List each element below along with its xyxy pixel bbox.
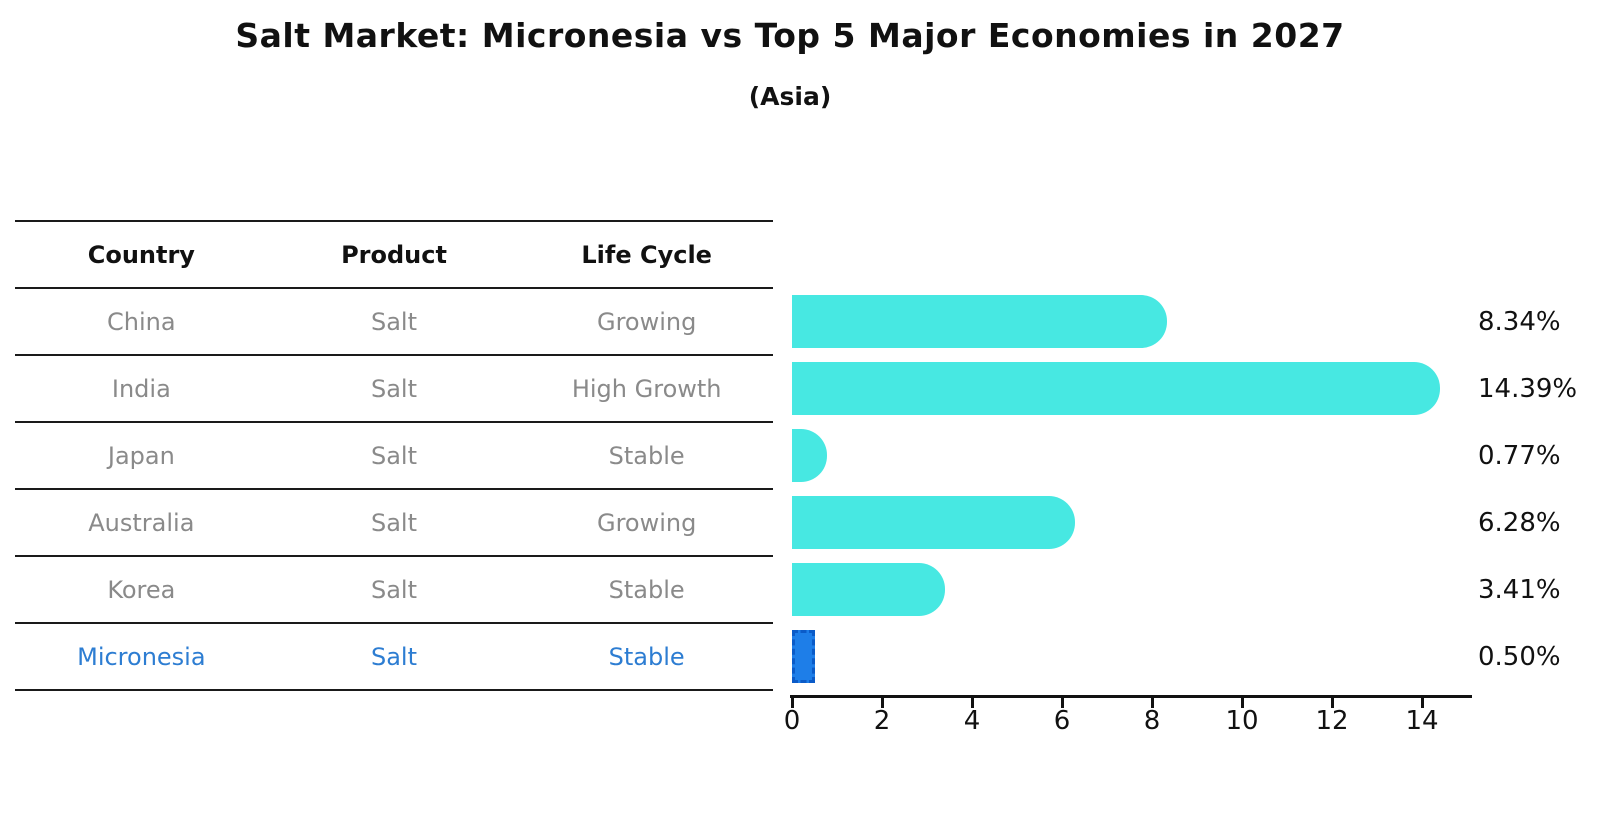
bar-value-label: 0.77% — [1478, 440, 1561, 471]
table-rule — [15, 555, 773, 557]
bar-segment — [792, 563, 946, 616]
bar-value-label: 0.50% — [1478, 641, 1561, 672]
x-axis-tick-label: 4 — [963, 706, 981, 736]
table-cell-country: Japan — [107, 441, 175, 470]
table-cell-life-cycle: High Growth — [571, 374, 722, 403]
table-row: Micronesia Salt Stable — [15, 623, 773, 690]
x-axis-tick-label: 0 — [783, 706, 801, 736]
table-row: Korea Salt Stable — [15, 556, 773, 623]
bar-value-label: 6.28% — [1478, 507, 1561, 538]
table-cell-life-cycle: Stable — [608, 642, 685, 671]
x-axis-line — [790, 695, 1472, 698]
table-cell-life-cycle: Stable — [608, 441, 685, 470]
table-header-cell: Country — [87, 240, 195, 269]
x-axis-tick-label: 6 — [1053, 706, 1071, 736]
bar-segment — [792, 362, 1440, 415]
x-axis-tick — [1421, 698, 1424, 708]
chart-subtitle: (Asia) — [748, 82, 832, 111]
x-axis-tick — [1151, 698, 1154, 708]
bar-segment — [792, 429, 827, 482]
table-cell-country: Micronesia — [77, 642, 206, 671]
table-cell-country: Australia — [88, 508, 195, 537]
x-axis-tick-label: 8 — [1143, 706, 1161, 736]
x-axis-tick — [881, 698, 884, 708]
table-rule — [15, 354, 773, 356]
bar-highlight-micronesia — [792, 630, 815, 683]
table-cell-country: Korea — [107, 575, 176, 604]
table-cell-life-cycle: Growing — [596, 307, 697, 336]
table-rule — [15, 220, 773, 222]
x-axis-tick — [971, 698, 974, 708]
bar-segment — [792, 295, 1168, 348]
table-cell-product: Salt — [370, 575, 418, 604]
table-cell-country: China — [107, 307, 176, 336]
table-row: China Salt Growing — [15, 288, 773, 355]
table-cell-product: Salt — [370, 642, 418, 671]
x-axis-tick — [1061, 698, 1064, 708]
table-cell-product: Salt — [370, 374, 418, 403]
table-rule — [15, 421, 773, 423]
table-cell-life-cycle: Growing — [596, 508, 697, 537]
x-axis-tick — [791, 698, 794, 708]
table-cell-life-cycle: Stable — [608, 575, 685, 604]
table-rule — [15, 622, 773, 624]
table-header-row: Country Product Life Cycle — [15, 221, 773, 288]
bar-value-label: 8.34% — [1478, 306, 1561, 337]
table-cell-product: Salt — [370, 307, 418, 336]
x-axis-tick-label: 10 — [1225, 706, 1259, 736]
table-rule — [15, 488, 773, 490]
bar-value-label: 3.41% — [1478, 574, 1561, 605]
table-cell-product: Salt — [370, 508, 418, 537]
table-row: Australia Salt Growing — [15, 489, 773, 556]
x-axis-tick — [1331, 698, 1334, 708]
table-header-cell: Product — [341, 240, 447, 269]
table-cell-product: Salt — [370, 441, 418, 470]
x-axis-tick — [1241, 698, 1244, 708]
x-axis-tick-label: 14 — [1405, 706, 1439, 736]
table-header-cell: Life Cycle — [581, 240, 712, 269]
table-rule — [15, 287, 773, 289]
x-axis-tick-label: 12 — [1315, 706, 1349, 736]
table-rule — [15, 689, 773, 691]
table-cell-country: India — [111, 374, 171, 403]
chart-title: Salt Market: Micronesia vs Top 5 Major E… — [235, 16, 1345, 55]
bar-value-label: 14.39% — [1478, 373, 1578, 404]
x-axis-tick-label: 2 — [873, 706, 891, 736]
table-row: India Salt High Growth — [15, 355, 773, 422]
table-row: Japan Salt Stable — [15, 422, 773, 489]
bar-segment — [792, 496, 1075, 549]
